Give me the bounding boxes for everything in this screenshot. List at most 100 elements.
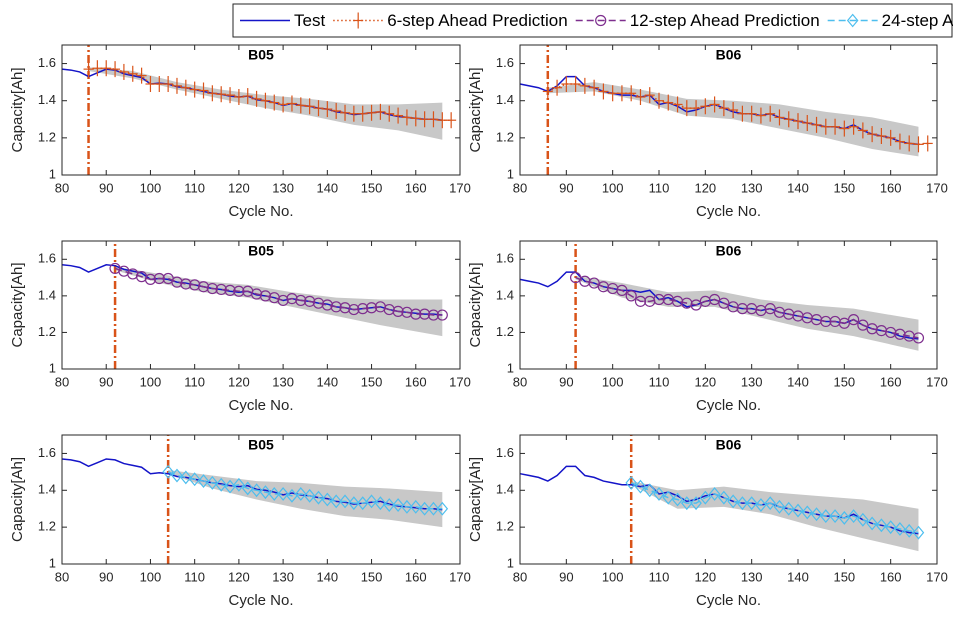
y-tick-label: 1 — [507, 555, 514, 570]
marker — [635, 89, 646, 105]
x-tick-label: 170 — [449, 374, 471, 389]
marker — [607, 85, 618, 102]
marker — [419, 111, 430, 128]
marker — [163, 76, 174, 92]
y-tick-label: 1.4 — [38, 287, 56, 302]
marker — [737, 105, 748, 122]
x-tick-label: 160 — [405, 374, 427, 389]
marker — [365, 494, 378, 509]
legend-label: Test — [294, 11, 325, 30]
marker — [894, 133, 905, 150]
marker — [259, 290, 272, 302]
x-tick-label: 80 — [513, 180, 527, 195]
x-tick-label: 130 — [272, 374, 294, 389]
marker — [653, 293, 665, 306]
marker — [101, 60, 112, 77]
marker — [764, 496, 776, 511]
marker — [418, 501, 431, 516]
marker — [83, 61, 94, 78]
axes-frame — [519, 434, 938, 565]
marker — [846, 13, 859, 28]
marker — [428, 111, 439, 128]
x-tick-label: 160 — [405, 180, 427, 195]
x-tick-label: 160 — [405, 569, 427, 584]
x-tick-label: 80 — [513, 569, 527, 584]
marker — [286, 293, 298, 305]
x-tick-label: 80 — [55, 180, 69, 195]
x-tick-label: 120 — [694, 569, 716, 584]
marker — [384, 105, 395, 122]
marker — [643, 483, 656, 498]
x-tick-label: 90 — [99, 374, 113, 389]
x-tick-label: 150 — [361, 374, 383, 389]
marker — [847, 509, 860, 524]
panel-title: B05 — [248, 47, 274, 63]
marker — [616, 85, 627, 102]
marker — [598, 83, 609, 100]
y-tick-label: 1.2 — [496, 324, 514, 339]
marker — [839, 120, 850, 137]
marker — [736, 496, 749, 511]
series-line — [167, 471, 443, 510]
marker — [303, 488, 316, 503]
marker — [728, 102, 739, 118]
marker — [339, 302, 351, 314]
x-tick-label: 170 — [926, 374, 948, 389]
marker — [410, 308, 422, 320]
marker — [215, 283, 227, 296]
axes-frame — [61, 240, 461, 370]
y-tick-label: 1 — [49, 360, 56, 375]
marker — [180, 470, 192, 485]
axes-frame — [519, 240, 938, 370]
y-tick-label: 1.6 — [38, 55, 56, 70]
marker — [718, 490, 730, 505]
y-tick-label: 1 — [507, 360, 514, 375]
y-tick-label: 1 — [49, 166, 56, 181]
marker — [340, 104, 351, 121]
marker — [269, 94, 280, 111]
panel-title: B06 — [716, 47, 742, 63]
y-tick-label: 1.6 — [496, 251, 514, 266]
marker — [401, 306, 413, 318]
x-tick-label: 170 — [449, 180, 471, 195]
marker — [736, 303, 749, 315]
marker — [561, 76, 572, 92]
x-tick-label: 100 — [140, 180, 162, 195]
confidence-band — [631, 481, 919, 552]
marker — [625, 290, 637, 302]
marker — [383, 498, 396, 512]
y-tick-label: 1.2 — [38, 519, 56, 534]
marker — [654, 92, 664, 109]
marker — [718, 100, 729, 117]
marker — [847, 314, 860, 326]
x-tick-label: 130 — [272, 569, 294, 584]
x-tick-label: 170 — [926, 569, 948, 584]
marker — [634, 295, 647, 307]
x-tick-label: 80 — [55, 569, 69, 584]
panel: 80 90 100 110 120 130 140 150 160 170 1 1.2 1.4 1.6 B0… — [467, 44, 948, 220]
y-axis-label: Capacity[Ah] — [9, 262, 26, 347]
marker — [277, 487, 289, 501]
panel: 80 90 100 110 120 130 140 150 160 170 1 1.2 1.4 1.6 B0… — [9, 434, 471, 609]
x-tick-label: 110 — [649, 180, 670, 195]
marker — [838, 317, 850, 329]
marker — [357, 105, 368, 122]
marker — [783, 111, 794, 128]
marker — [197, 281, 210, 293]
marker — [820, 118, 831, 135]
x-tick-label: 100 — [140, 374, 162, 389]
marker — [312, 490, 325, 505]
marker — [436, 501, 449, 516]
marker — [286, 95, 297, 112]
x-tick-label: 90 — [559, 374, 573, 389]
x-tick-label: 150 — [361, 180, 383, 195]
marker — [867, 126, 878, 143]
marker — [348, 496, 360, 511]
x-tick-label: 130 — [741, 374, 763, 389]
marker — [250, 483, 263, 498]
legend: Test 6-step Ahead Prediction 12-step Ahead… — [232, 3, 953, 38]
marker — [259, 485, 272, 500]
marker — [718, 297, 730, 309]
marker — [241, 481, 254, 496]
marker — [250, 288, 263, 300]
